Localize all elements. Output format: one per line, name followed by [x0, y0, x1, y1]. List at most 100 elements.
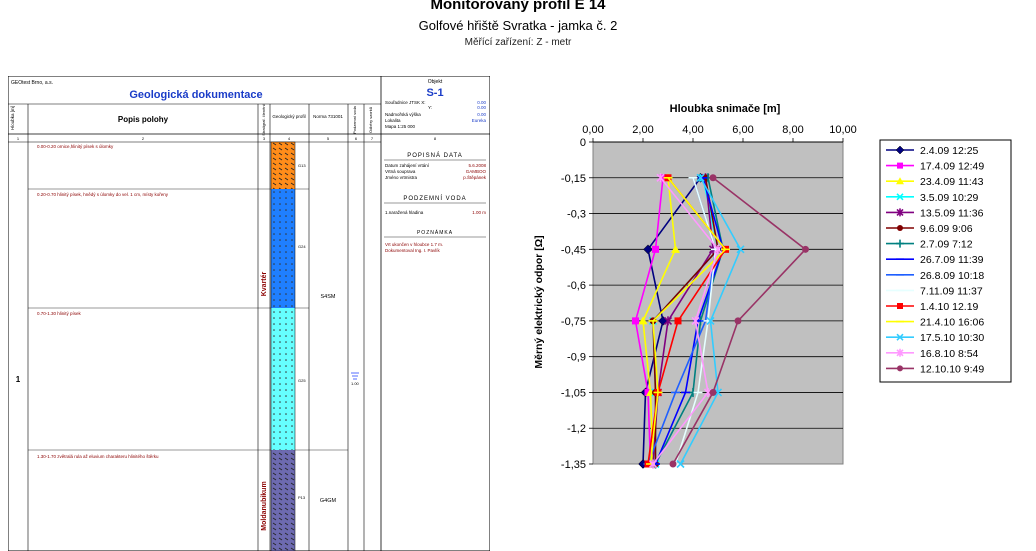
col-number: 5	[327, 136, 330, 141]
legend-label: 26.7.09 11:39	[920, 254, 984, 266]
series-marker	[709, 174, 717, 182]
layer-2-code: G24	[298, 244, 306, 249]
y-axis-ticks: 0 -0,15 -0,3 -0,45 -0,6 -0,75 -0,9 -1,05 -1,2 -1,…	[561, 137, 593, 471]
col-samples-header: Odběry vzorků	[368, 107, 373, 133]
legend-entry: 17.4.09 12:49	[886, 161, 984, 173]
col-strat-header: Stratigraf. členění	[261, 103, 266, 135]
x-tick-label: 8,00	[782, 124, 803, 136]
norm-bottom: G4GM	[320, 498, 337, 504]
x-tick-label: 2,00	[632, 124, 653, 136]
legend-label: 26.8.09 10:18	[920, 270, 984, 282]
col-desc-header: Popis polohy	[118, 115, 169, 124]
popisna-label: Vrtná souprava	[385, 169, 416, 174]
popisna-label: Datum zahájení vrtání	[385, 163, 430, 168]
y-tick-label: -0,9	[567, 352, 586, 364]
series-marker	[897, 303, 903, 309]
y-tick-label: -0,15	[561, 173, 586, 185]
col-depth-header: Hloubka [m]	[10, 106, 15, 130]
y-tick-label: -0,75	[561, 316, 586, 328]
series-marker	[691, 316, 700, 326]
series-marker	[734, 317, 742, 325]
legend-label: 3.5.09 10:29	[920, 192, 979, 204]
water-level-value: 1.00	[351, 381, 360, 386]
voda-label: 1.naražená hladina	[385, 210, 424, 215]
col-number: 1	[17, 136, 20, 141]
legend-label: 17.5.10 10:30	[920, 332, 984, 344]
layer-4-code: P13	[298, 495, 306, 500]
water-level-icon	[351, 372, 359, 380]
legend-entry: 12.10.10 9:49	[886, 363, 984, 375]
popisna-title: POPISNÁ DATA	[407, 152, 462, 159]
legend-label: 1.4.10 12.19	[920, 301, 979, 313]
object-code: S-1	[426, 87, 443, 99]
y-tick-label: -1,2	[567, 423, 586, 435]
device-title: Měřící zařízení: Z - metr	[464, 37, 572, 48]
coord-label: Nadmořská výška	[385, 112, 421, 117]
coord-value: 0.00	[477, 105, 486, 110]
poznamka-line: Vrt ukončen v hloubce 1.7 m.	[385, 242, 443, 247]
legend-entry: 16.8.10 8:54	[886, 348, 979, 360]
legend-entry: 1.4.10 12.19	[886, 301, 979, 313]
series-marker	[652, 245, 659, 253]
poznamka-title: POZNÁMKA	[417, 229, 453, 236]
legend-entry: 3.5.09 10:29	[886, 192, 979, 204]
coord-label: Y:	[428, 105, 432, 110]
col-number: 8	[434, 136, 437, 141]
series-group	[632, 172, 809, 469]
legend-label: 13.5.09 11:36	[920, 207, 984, 219]
legend-label: 23.4.09 11:43	[920, 176, 984, 188]
voda-value: 1.00 m	[472, 210, 486, 215]
col-number: 2	[142, 136, 145, 141]
y-tick-label: 0	[580, 137, 586, 149]
layer-2-text: 0.20-0.70 hlinitý písek, hnědý s úlomky …	[37, 192, 169, 197]
x-tick-label: 10,00	[829, 124, 857, 136]
geological-documentation: GEOtest Brno, a.s. Geologická dokumentac…	[8, 76, 490, 551]
geo-frame	[8, 76, 490, 551]
legend-entry: 7.11.09 11:37	[886, 285, 983, 297]
col-number: 7	[371, 136, 374, 141]
series-marker	[896, 208, 904, 217]
coord-value: 0.00	[477, 100, 486, 105]
legend-label: 17.4.09 12:49	[920, 161, 984, 173]
x-axis-ticks: 0,00 2,00 4,00 6,00 8,00 10,00	[582, 124, 857, 143]
series-marker	[736, 245, 745, 254]
coord-label: Lokalita	[385, 118, 401, 123]
geo-heading: Geologická dokumentace	[129, 89, 262, 101]
object-label: Objekt	[428, 79, 443, 85]
legend-label: 7.11.09 11:37	[920, 285, 983, 297]
series-marker	[669, 460, 677, 468]
series-marker	[896, 239, 904, 248]
y-tick-label: -1,05	[561, 387, 586, 399]
main-title: Monitorovaný profil E 14	[430, 0, 606, 13]
series-marker	[713, 244, 723, 254]
series-marker	[659, 174, 667, 182]
y-tick-label: -0,6	[567, 280, 586, 292]
legend-label: 2.7.09 7:12	[920, 239, 973, 251]
coord-value: 0.00	[477, 112, 486, 117]
y-tick-label: -1,35	[561, 459, 586, 471]
series-marker	[671, 244, 680, 253]
strat-bottom: Moldanubikum	[261, 481, 268, 530]
poznamka-line: Dokumentoval Ing. I. Pavlík	[385, 248, 441, 253]
series-marker	[638, 316, 648, 325]
legend-entry: 2.7.09 7:12	[886, 239, 973, 251]
legend-label: 12.10.10 9:49	[920, 363, 984, 375]
legend-entry: 13.5.09 11:36	[886, 207, 984, 219]
series-marker	[643, 244, 653, 255]
popisna-value: 5.6.2008	[468, 163, 486, 168]
series-marker	[897, 162, 903, 169]
col-number: 6	[355, 136, 358, 141]
series-marker	[676, 459, 685, 469]
series-group-item	[648, 173, 723, 469]
series-marker	[696, 173, 705, 182]
x-tick-label: 4,00	[682, 124, 703, 136]
coord-label: Mapa 1:25 000	[385, 124, 416, 129]
layer-1-code: G13	[298, 163, 306, 168]
col-number: 4	[288, 136, 291, 141]
strat-top: Kvartér	[261, 271, 268, 296]
resistivity-chart: Hloubka snimače [m] Měrný elektrický odp…	[533, 103, 1012, 471]
legend-entry: 21.4.10 16:06	[886, 317, 984, 329]
sub-title: Golfové hřiště Svratka - jamka č. 2	[418, 18, 618, 33]
legend-box	[879, 139, 1012, 383]
series-marker	[896, 193, 904, 201]
